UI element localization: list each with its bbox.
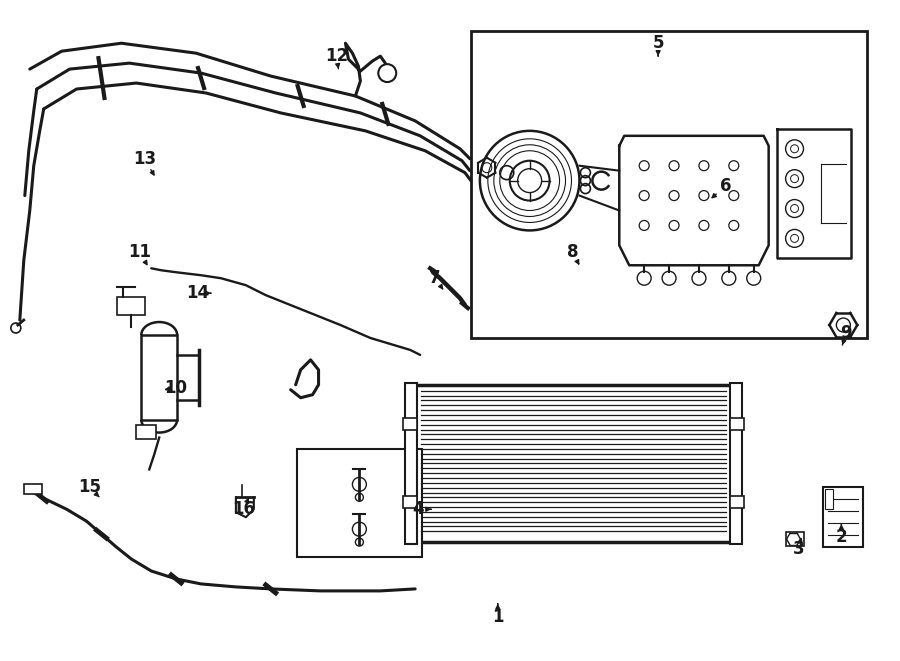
Bar [403, 496, 417, 508]
Bar [405, 383, 417, 544]
Text: 13: 13 [132, 150, 156, 168]
Bar [23, 485, 41, 494]
Text: 10: 10 [165, 379, 188, 397]
Text: 16: 16 [232, 500, 256, 518]
Text: 2: 2 [835, 528, 847, 546]
Text: 5: 5 [652, 34, 664, 52]
Bar [297, 449, 422, 557]
Text: 1: 1 [492, 608, 503, 626]
Bar [730, 418, 743, 430]
Bar [117, 297, 145, 315]
Bar [471, 31, 868, 338]
Bar [403, 418, 417, 430]
Bar [786, 532, 804, 546]
Text: 6: 6 [720, 176, 732, 194]
Text: 14: 14 [186, 284, 210, 302]
Bar [824, 487, 863, 547]
Bar [415, 385, 732, 542]
Text: 8: 8 [567, 243, 578, 261]
Bar [141, 335, 177, 420]
Polygon shape [777, 129, 851, 258]
Text: 11: 11 [128, 243, 151, 261]
Bar [730, 383, 742, 544]
Text: 9: 9 [841, 324, 852, 342]
Text: 12: 12 [325, 47, 348, 65]
Text: 15: 15 [78, 479, 101, 496]
Polygon shape [619, 136, 769, 265]
Text: 4: 4 [412, 500, 424, 518]
Text: 7: 7 [429, 269, 441, 288]
Bar [136, 424, 157, 438]
Bar [825, 489, 833, 509]
Text: 3: 3 [793, 540, 805, 558]
Bar [730, 496, 743, 508]
